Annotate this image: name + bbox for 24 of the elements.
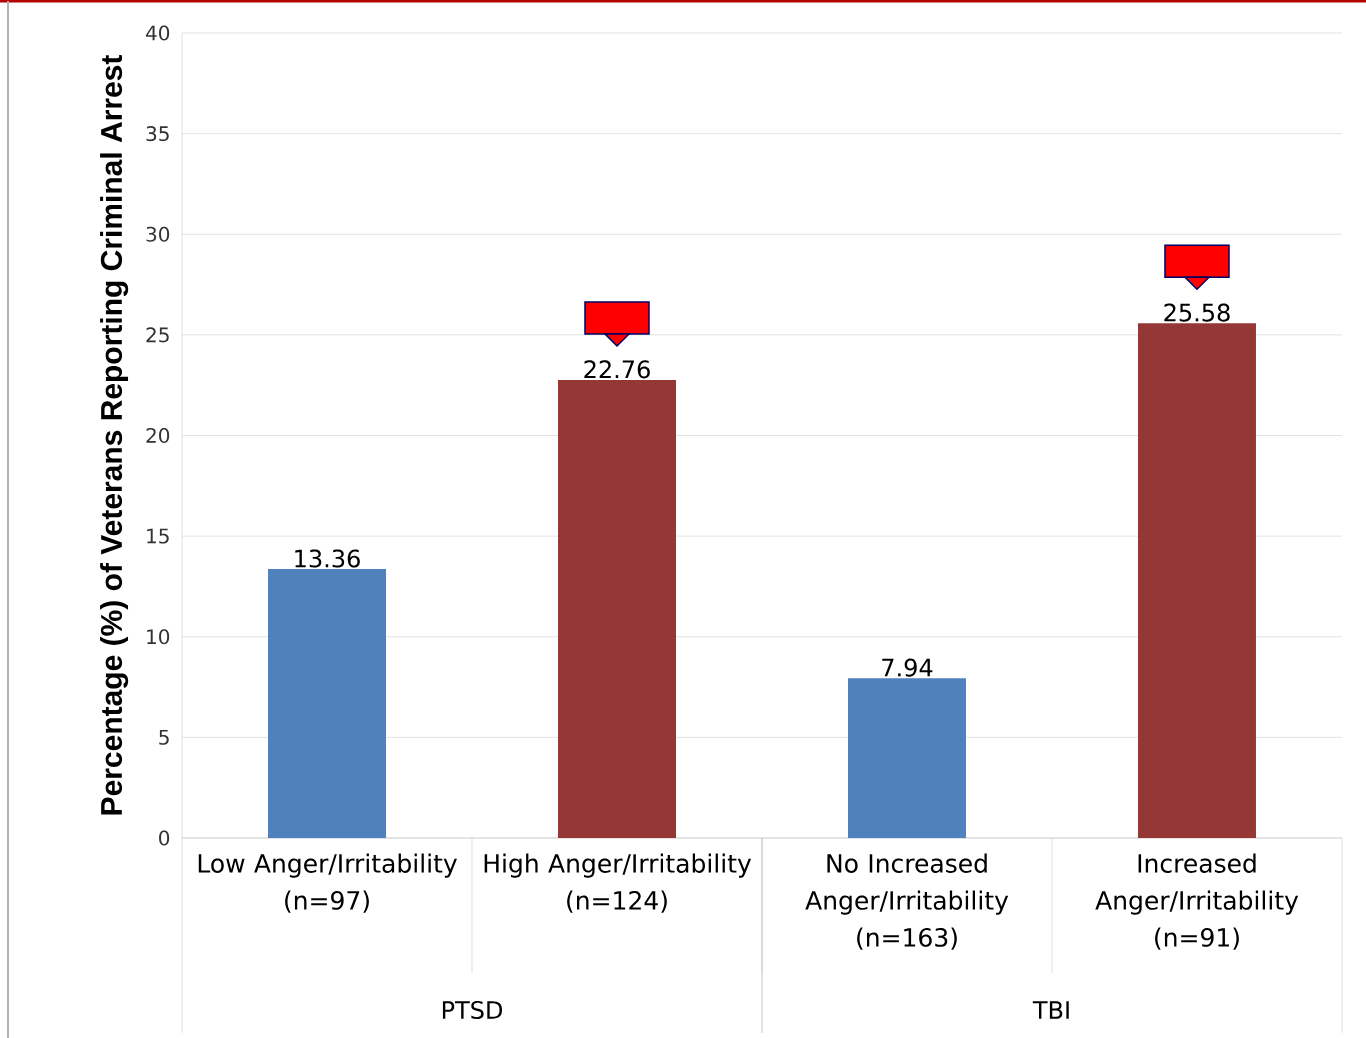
data-label: 25.58	[1164, 303, 1230, 322]
bar	[268, 569, 386, 838]
bar	[557, 379, 676, 838]
text: TBI	[1032, 1001, 1069, 1019]
y-tick-label: 25	[146, 327, 169, 343]
y-axis-title: Percentage (%) of Veterans Reporting Criminal Arrest	[100, 55, 129, 815]
x-tick-label: Low Anger/Irritability (n=97)	[198, 853, 457, 913]
data-label: 22.76	[584, 360, 650, 379]
x-tick-label: No Increased Anger/Irritability (n=163)	[805, 853, 1009, 950]
y-tick-label: 0	[159, 830, 170, 846]
y-tick-label: 10	[147, 629, 170, 645]
y-tick-label: 15	[147, 528, 169, 544]
y-tick-label: 40	[146, 25, 170, 41]
data-label: 13.36	[295, 549, 360, 568]
text: PTSD	[442, 1000, 503, 1020]
y-tick-label: 20	[146, 427, 170, 444]
y-tick-label: 30	[146, 226, 170, 242]
y-tick-label: 35	[146, 126, 169, 142]
bar	[1137, 323, 1256, 838]
bar	[847, 678, 966, 838]
y-tick-label: 5	[159, 729, 169, 745]
x-tick-label: High Anger/Irritability (n=124)	[484, 853, 752, 913]
data-label: 7.94	[882, 658, 933, 677]
x-tick-label: Increased Anger/Irritability (n=91)	[1095, 853, 1299, 950]
